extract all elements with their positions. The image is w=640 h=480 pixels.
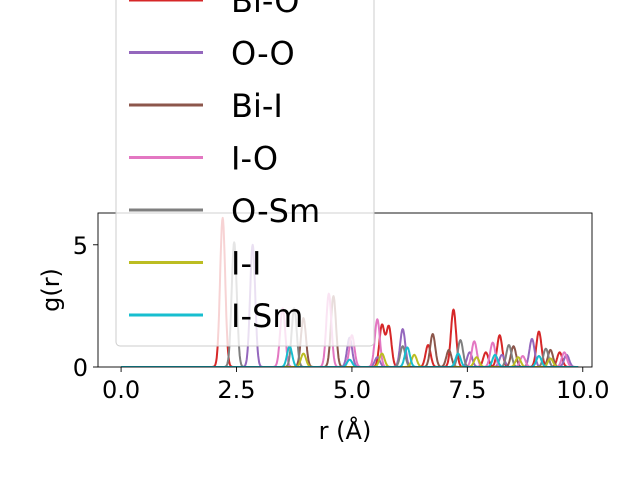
x-tick-label: 2.5 — [217, 376, 255, 404]
legend-label: O-Sm — [231, 192, 320, 230]
y-tick-label: 5 — [73, 232, 88, 260]
series-line-0 — [120, 216, 579, 367]
x-tick-label: 10.0 — [556, 376, 609, 404]
legend-label: I-O — [231, 140, 278, 178]
x-tick-label: 7.5 — [448, 376, 486, 404]
y-tick-label: 0 — [73, 354, 88, 382]
legend-frame — [115, 0, 375, 347]
legend: Bi-O O-O Bi-I I-O O-Sm I-I I-Sm — [115, 0, 375, 347]
legend-label: I-Sm — [231, 297, 303, 335]
legend-label: I-I — [231, 245, 261, 283]
legend-label: Bi-I — [231, 87, 283, 125]
y-axis-ticks: 05 — [73, 232, 98, 382]
x-tick-label: 5.0 — [333, 376, 371, 404]
y-axis-label: g(r) — [37, 268, 65, 312]
legend-label: Bi-O — [231, 0, 299, 20]
legend-label: O-O — [231, 35, 295, 73]
x-axis-label: r (Å) — [319, 416, 372, 445]
x-tick-label: 0.0 — [102, 376, 140, 404]
x-axis-ticks: 0.0 2.5 5.0 7.5 10.0 — [102, 367, 609, 404]
